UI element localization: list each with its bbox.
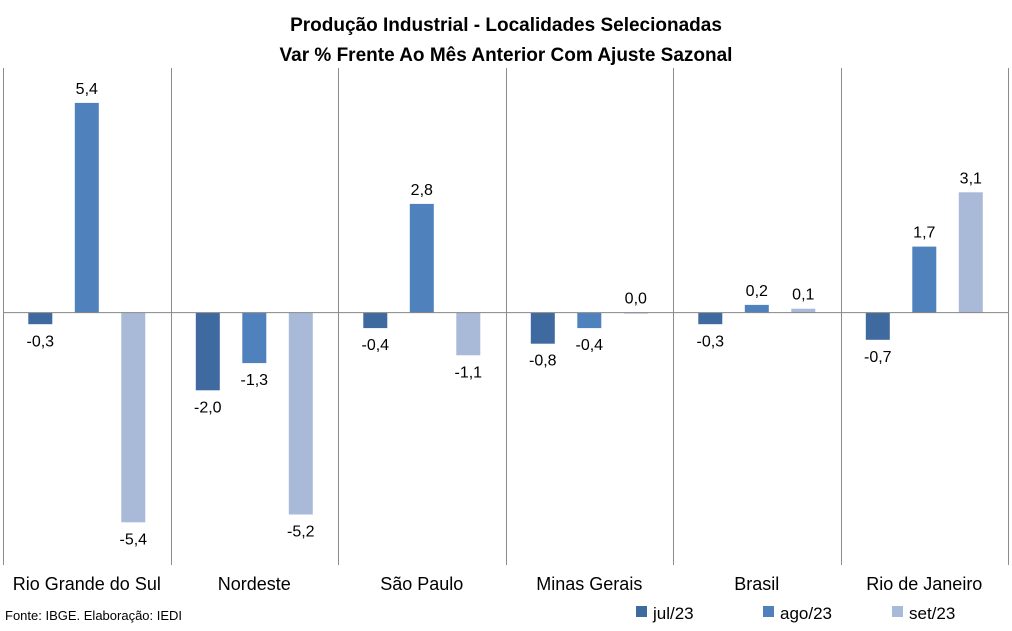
category-label-sao-paulo: São Paulo — [380, 574, 463, 594]
data-label-jul-23-rio-de-janeiro: -0,7 — [864, 349, 892, 366]
bar-ago-23-brasil — [744, 304, 769, 313]
data-labels: -0,3 -2,0 -0,4 -0,8 -0,3 -0,7 5,4 -1,3 2,8 -0,4 0,… — [27, 81, 983, 548]
data-label-jul-23-minas-gerais: -0,8 — [529, 353, 557, 370]
category-label-nordeste: Nordeste — [218, 574, 291, 594]
bar-ago-23-rio-de-janeiro — [912, 246, 937, 313]
data-label-set-23-rio-de-janeiro: 3,1 — [960, 170, 982, 187]
bar-jul-23-minas-gerais — [530, 312, 555, 344]
legend-label-jul-23: jul/23 — [652, 604, 694, 623]
data-label-ago-23-minas-gerais: -0,4 — [576, 337, 604, 354]
data-label-jul-23-brasil: -0,3 — [697, 333, 725, 350]
bar-jul-23-rio-de-janeiro — [865, 312, 890, 340]
chart-title: Produção Industrial - Localidades Seleci… — [290, 15, 722, 36]
bar-jul-23-nordeste — [195, 312, 220, 391]
legend-item-ago-23: ago/23 — [763, 604, 832, 623]
bar-set-23-sao-paulo — [456, 312, 481, 356]
legend-swatch-set-23 — [892, 606, 903, 617]
data-label-set-23-sao-paulo: -1,1 — [455, 364, 483, 381]
legend-label-ago-23: ago/23 — [780, 604, 832, 623]
bar-set-23-rio-grande-do-sul — [121, 312, 146, 523]
category-labels: Rio Grande do Sul Nordeste São Paulo Minas … — [13, 574, 983, 594]
chart-subtitle: Var % Frente Ao Mês Anterior Com Ajuste … — [280, 45, 733, 66]
data-label-set-23-nordeste: -5,2 — [287, 524, 315, 541]
bar-jul-23-sao-paulo — [363, 312, 388, 329]
bar-jul-23-rio-grande-do-sul — [28, 312, 53, 325]
category-separators — [3, 68, 1009, 565]
data-label-set-23-minas-gerais: 0,0 — [625, 291, 647, 308]
data-label-ago-23-brasil: 0,2 — [746, 283, 768, 300]
bar-set-23-nordeste — [288, 312, 313, 515]
source-note: Fonte: IBGE. Elaboração: IEDI — [5, 608, 182, 623]
data-label-ago-23-nordeste: -1,3 — [241, 372, 269, 389]
data-label-ago-23-sao-paulo: 2,8 — [411, 182, 433, 199]
bar-jul-23-brasil — [698, 312, 723, 325]
legend-swatch-jul-23 — [636, 606, 647, 617]
data-label-jul-23-sao-paulo: -0,4 — [362, 337, 390, 354]
data-label-jul-23-rio-grande-do-sul: -0,3 — [27, 333, 55, 350]
data-label-set-23-brasil: 0,1 — [792, 287, 814, 304]
category-label-rio-de-janeiro: Rio de Janeiro — [866, 574, 982, 594]
data-label-set-23-rio-grande-do-sul: -5,4 — [120, 531, 148, 548]
bar-set-23-rio-de-janeiro — [958, 192, 983, 313]
category-label-brasil: Brasil — [734, 574, 779, 594]
legend-swatch-ago-23 — [763, 606, 774, 617]
legend: jul/23 ago/23 set/23 — [636, 604, 955, 623]
bar-ago-23-rio-grande-do-sul — [74, 102, 99, 313]
bar-ago-23-nordeste — [242, 312, 267, 364]
category-label-rio-grande-do-sul: Rio Grande do Sul — [13, 574, 161, 594]
data-label-jul-23-nordeste: -2,0 — [194, 399, 222, 416]
data-label-ago-23-rio-grande-do-sul: 5,4 — [76, 81, 98, 98]
legend-item-set-23: set/23 — [892, 604, 955, 623]
legend-item-jul-23: jul/23 — [636, 604, 694, 623]
bar-ago-23-minas-gerais — [577, 312, 602, 329]
legend-label-set-23: set/23 — [909, 604, 955, 623]
category-label-minas-gerais: Minas Gerais — [536, 574, 642, 594]
bar-set-23-brasil — [791, 308, 816, 313]
data-label-ago-23-rio-de-janeiro: 1,7 — [913, 225, 935, 242]
bar-ago-23-sao-paulo — [409, 203, 434, 313]
bars — [28, 102, 983, 523]
